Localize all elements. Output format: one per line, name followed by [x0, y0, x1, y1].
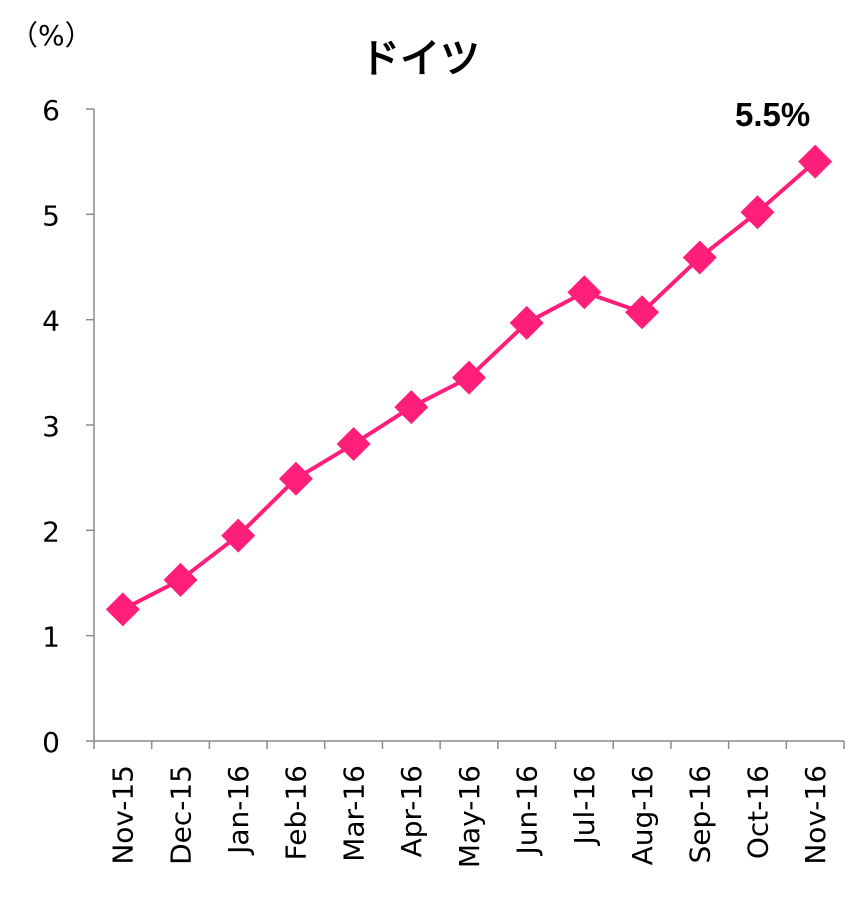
y-axis-unit-label: （%） [10, 19, 93, 52]
chart-title: ドイツ [360, 36, 480, 82]
data-point-marker [567, 275, 602, 310]
data-point-marker [336, 426, 371, 461]
x-tick-label: Oct-16 [741, 765, 774, 859]
y-tick-label: 2 [42, 515, 60, 548]
y-tick-label: 0 [42, 726, 60, 759]
x-tick-label: Nov-15 [107, 765, 140, 865]
data-point-marker [105, 592, 140, 627]
x-tick-label: Dec-15 [164, 765, 197, 865]
x-tick-label: May-16 [453, 765, 486, 868]
data-point-marker [452, 360, 486, 395]
data-point-marker [682, 240, 717, 275]
x-tick-label: Mar-16 [337, 765, 370, 862]
x-tick-label: Jan-16 [222, 765, 255, 856]
y-tick-label: 1 [42, 621, 60, 654]
data-point-marker [221, 518, 256, 553]
data-point-marker [163, 562, 198, 597]
x-tick-label: Jul-16 [568, 765, 601, 847]
y-tick-label: 3 [42, 410, 60, 443]
data-point-marker [509, 305, 544, 340]
x-tick-label: Sep-16 [684, 765, 717, 864]
data-point-marker [625, 295, 660, 330]
data-point-marker [798, 144, 833, 179]
data-point-marker [740, 195, 775, 230]
data-point-marker [394, 390, 429, 425]
x-tick-label: Apr-16 [395, 765, 428, 857]
x-tick-label: Nov-16 [799, 765, 832, 865]
y-tick-label: 6 [42, 94, 60, 127]
data-point-marker [278, 461, 313, 496]
last-point-data-label: 5.5% [735, 96, 811, 133]
x-tick-label: Jun-16 [510, 765, 543, 856]
y-tick-label: 5 [42, 199, 60, 232]
x-tick-label: Feb-16 [280, 765, 313, 860]
y-tick-label: 4 [42, 305, 60, 338]
x-tick-label: Aug-16 [626, 765, 659, 865]
